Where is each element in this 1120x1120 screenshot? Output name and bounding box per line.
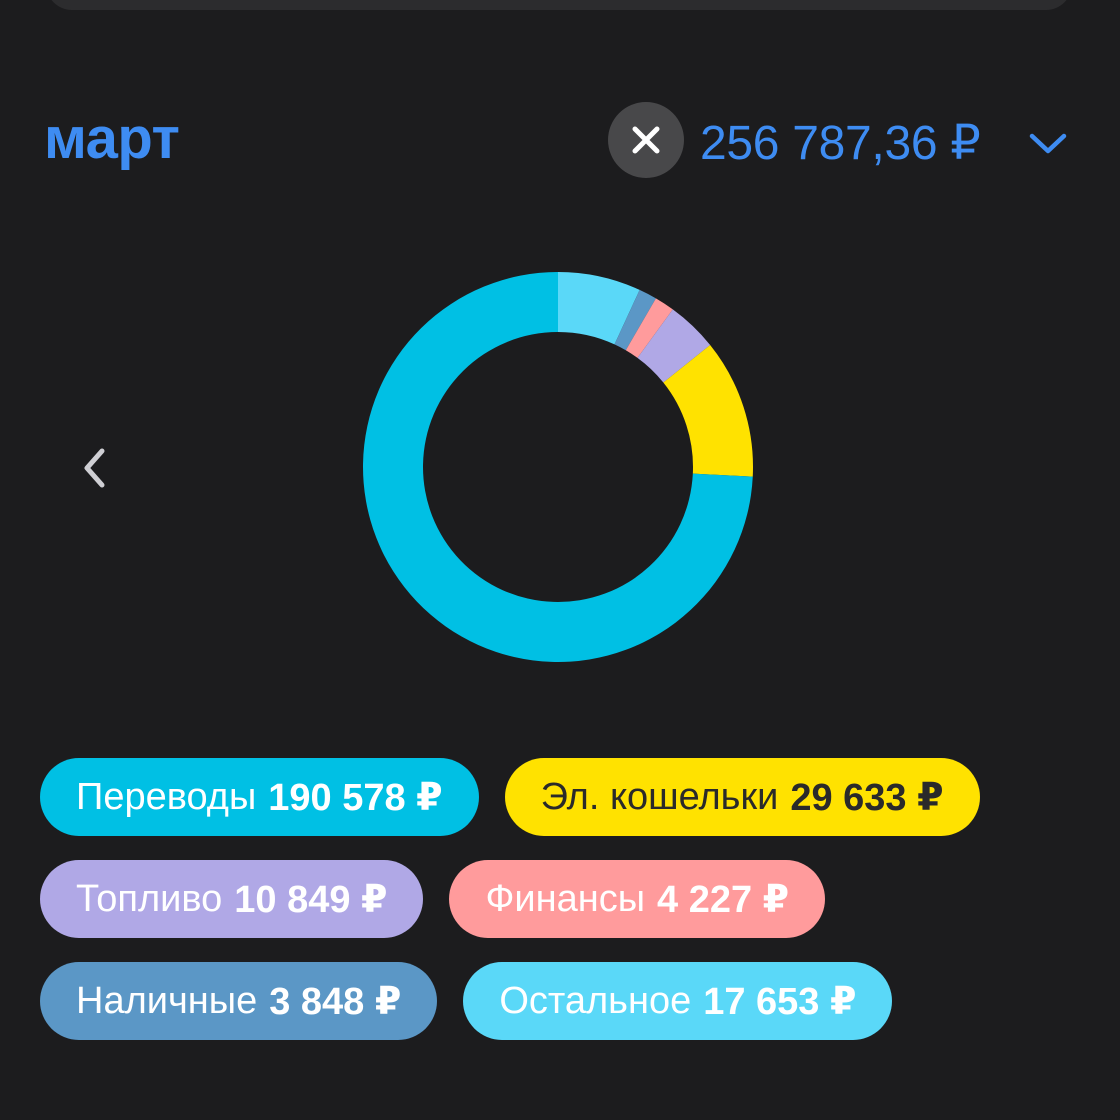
chevron-down-icon bbox=[1029, 133, 1067, 154]
category-chip[interactable]: Переводы 190 578 ₽ bbox=[40, 758, 479, 836]
chip-label: Финансы bbox=[485, 877, 646, 920]
category-chips: Переводы 190 578 ₽ Эл. кошельки 29 633 ₽ Топ… bbox=[40, 758, 1100, 1064]
month-title: март bbox=[44, 106, 180, 171]
chip-row: Переводы 190 578 ₽ Эл. кошельки 29 633 ₽ bbox=[40, 758, 1100, 836]
donut-slice-1[interactable] bbox=[614, 289, 656, 351]
donut-slice-2[interactable] bbox=[625, 298, 673, 358]
category-chip[interactable]: Наличные 3 848 ₽ bbox=[40, 962, 438, 1040]
category-chip[interactable]: Эл. кошельки 29 633 ₽ bbox=[504, 758, 980, 836]
category-chip[interactable]: Остальное 17 653 ₽ bbox=[463, 962, 893, 1040]
chip-label: Эл. кошельки bbox=[540, 775, 779, 818]
donut-slice-4[interactable] bbox=[663, 345, 753, 477]
chip-amount: 10 849 ₽ bbox=[234, 878, 388, 921]
donut-slice-0[interactable] bbox=[558, 272, 640, 345]
chip-amount: 190 578 ₽ bbox=[268, 776, 443, 819]
close-icon bbox=[632, 126, 660, 154]
chip-label: Топливо bbox=[76, 877, 223, 920]
chip-label: Наличные bbox=[76, 979, 258, 1022]
donut-slice-5[interactable] bbox=[363, 272, 753, 662]
chip-row: Наличные 3 848 ₽ Остальное 17 653 ₽ bbox=[40, 962, 1100, 1040]
category-chip[interactable]: Финансы 4 227 ₽ bbox=[449, 860, 826, 938]
chip-amount: 3 848 ₽ bbox=[269, 980, 402, 1023]
chip-label: Переводы bbox=[76, 775, 257, 818]
chip-amount: 29 633 ₽ bbox=[790, 776, 944, 819]
category-chip[interactable]: Топливо 10 849 ₽ bbox=[40, 860, 424, 938]
donut-slice-3[interactable] bbox=[637, 309, 711, 383]
chevron-left-icon bbox=[84, 448, 105, 488]
total-dropdown-button[interactable] bbox=[1024, 124, 1072, 164]
chip-row: Топливо 10 849 ₽ Финансы 4 227 ₽ bbox=[40, 860, 1100, 938]
chip-label: Остальное bbox=[499, 979, 692, 1022]
chip-amount: 17 653 ₽ bbox=[703, 980, 857, 1023]
search-bar[interactable] bbox=[46, 0, 1072, 10]
chip-amount: 4 227 ₽ bbox=[657, 878, 790, 921]
clear-filter-button[interactable] bbox=[608, 102, 684, 178]
total-amount[interactable]: 256 787,36 ₽ bbox=[700, 117, 981, 170]
prev-period-button[interactable] bbox=[66, 438, 124, 498]
